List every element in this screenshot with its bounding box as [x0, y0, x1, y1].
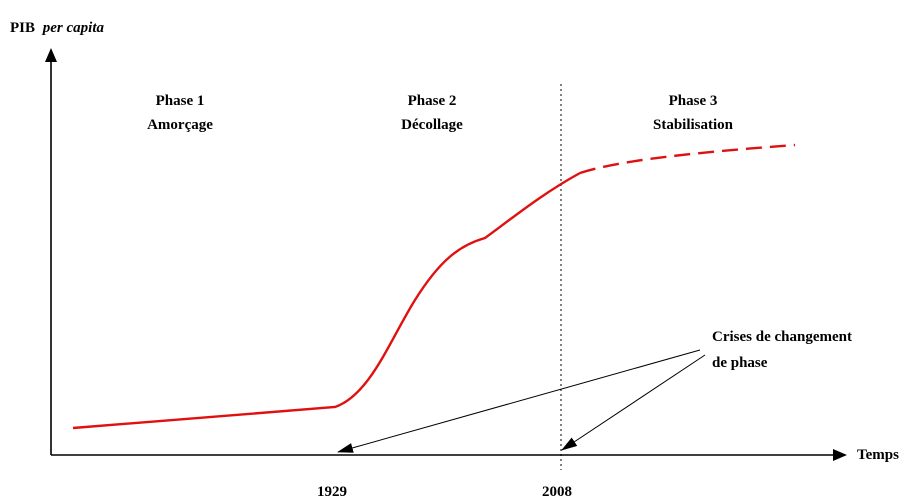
arrow-to-2008: [561, 354, 706, 451]
y-axis-label: PIB per capita: [10, 20, 105, 36]
phase-3-subtitle: Stabilisation: [653, 117, 734, 133]
phase-2-subtitle: Décollage: [401, 117, 463, 133]
gdp-curve-solid: [72, 171, 581, 430]
x-axis-label: Temps: [857, 447, 899, 463]
y-axis-label-main: PIB: [10, 20, 35, 36]
gdp-curve-dashed: [579, 143, 796, 175]
annotation-line-1: Crises de changement: [712, 329, 852, 345]
phase-1-subtitle: Amorçage: [147, 117, 213, 133]
phase-2-title: Phase 2: [408, 93, 457, 109]
phase-3-title: Phase 3: [669, 93, 718, 109]
year-1929-label: 1929: [317, 484, 347, 499]
phase-1-title: Phase 1: [156, 93, 205, 109]
annotation-line-2: de phase: [712, 355, 768, 371]
y-axis-label-italic: per capita: [41, 20, 105, 36]
arrow-to-1929: [337, 349, 701, 453]
year-2008-label: 2008: [542, 484, 572, 499]
